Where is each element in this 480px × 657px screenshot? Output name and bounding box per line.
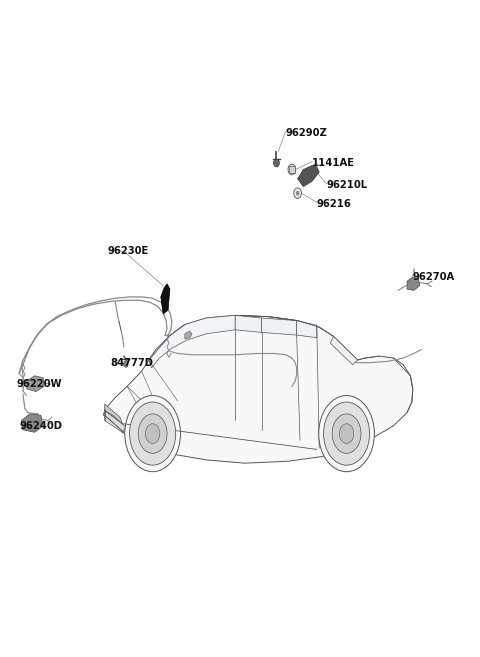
Polygon shape: [262, 318, 297, 335]
Polygon shape: [149, 315, 235, 368]
Circle shape: [339, 424, 354, 443]
Text: 96240D: 96240D: [19, 420, 62, 431]
Polygon shape: [407, 277, 420, 290]
Text: 96290Z: 96290Z: [286, 127, 327, 138]
Polygon shape: [105, 404, 124, 427]
Circle shape: [130, 402, 176, 465]
Text: 96230E: 96230E: [108, 246, 149, 256]
Text: 84777D: 84777D: [110, 357, 154, 368]
Text: 96270A: 96270A: [413, 272, 455, 283]
Text: 96220W: 96220W: [17, 379, 62, 390]
Polygon shape: [26, 376, 44, 392]
Circle shape: [274, 159, 279, 167]
Polygon shape: [289, 166, 295, 173]
Circle shape: [125, 396, 180, 472]
Circle shape: [296, 191, 299, 195]
Circle shape: [123, 361, 128, 367]
Polygon shape: [297, 321, 317, 338]
Polygon shape: [105, 411, 126, 432]
Polygon shape: [161, 284, 170, 314]
Circle shape: [332, 414, 361, 453]
Circle shape: [324, 402, 370, 465]
Polygon shape: [330, 336, 358, 365]
Circle shape: [138, 414, 167, 453]
Text: 1141AE: 1141AE: [312, 158, 355, 168]
Text: 96210L: 96210L: [326, 180, 368, 191]
Polygon shape: [103, 315, 413, 463]
Polygon shape: [298, 166, 319, 187]
Circle shape: [145, 424, 160, 443]
Polygon shape: [185, 331, 192, 339]
Polygon shape: [235, 315, 262, 332]
Text: 96216: 96216: [317, 198, 352, 209]
Circle shape: [294, 188, 301, 198]
Circle shape: [288, 164, 296, 175]
Circle shape: [319, 396, 374, 472]
Polygon shape: [22, 414, 43, 432]
